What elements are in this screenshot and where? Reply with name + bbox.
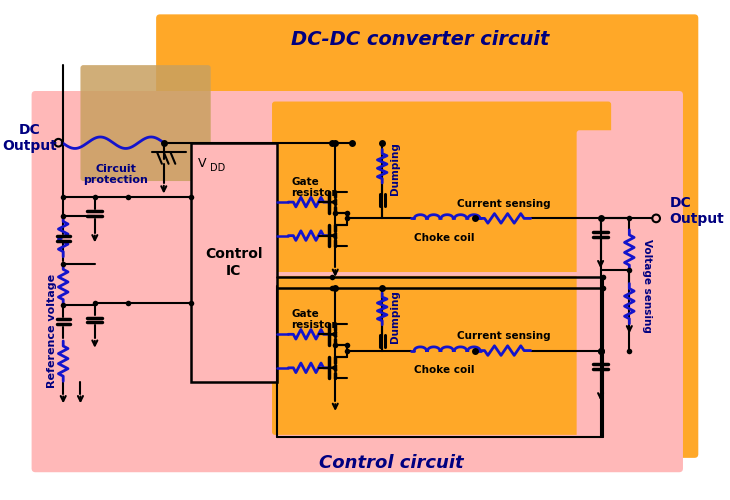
Text: Control
IC: Control IC: [205, 248, 263, 278]
Text: V: V: [199, 158, 207, 170]
Text: Voltage sensing: Voltage sensing: [642, 238, 652, 332]
Text: Control circuit: Control circuit: [320, 454, 464, 471]
FancyBboxPatch shape: [80, 65, 211, 181]
Text: Gate
resistor: Gate resistor: [291, 176, 337, 199]
Bar: [191, 142, 277, 382]
Text: Gate
resistor: Gate resistor: [291, 309, 337, 330]
Text: Choke coil: Choke coil: [414, 365, 474, 375]
FancyBboxPatch shape: [156, 14, 699, 458]
Text: Current sensing: Current sensing: [457, 199, 550, 209]
Text: DC-DC converter circuit: DC-DC converter circuit: [291, 30, 550, 49]
Text: DD: DD: [210, 162, 225, 172]
Text: Reference voltage: Reference voltage: [47, 274, 57, 388]
FancyBboxPatch shape: [272, 102, 611, 272]
Text: Current sensing: Current sensing: [457, 331, 550, 341]
Text: DC
Output: DC Output: [669, 196, 724, 226]
Text: Choke coil: Choke coil: [414, 233, 474, 243]
Text: Dumping: Dumping: [390, 290, 400, 344]
Text: Circuit
protection: Circuit protection: [83, 164, 148, 186]
Text: Dumping: Dumping: [390, 142, 400, 195]
FancyBboxPatch shape: [272, 276, 611, 435]
FancyBboxPatch shape: [577, 130, 669, 442]
FancyBboxPatch shape: [31, 91, 683, 472]
Text: DC
Output: DC Output: [2, 123, 57, 153]
